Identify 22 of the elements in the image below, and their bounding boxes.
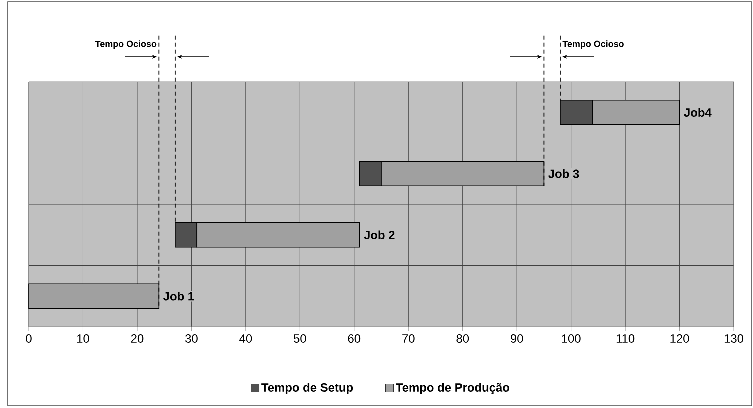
ref-line-label: Tempo Ocioso: [95, 40, 157, 50]
x-tick-label: 10: [77, 334, 90, 343]
legend-label: Tempo de Setup: [262, 383, 354, 394]
x-tick-label: 0: [26, 334, 32, 343]
x-tick-label: 50: [294, 334, 306, 343]
x-tick-label: 70: [402, 334, 415, 343]
x-tick-label: 130: [724, 334, 744, 343]
x-tick-label: 100: [562, 334, 581, 343]
annotation: Job 1: [164, 292, 194, 301]
x-tick-label: 30: [186, 334, 198, 343]
ref-line-label: Tempo Ocioso: [562, 40, 624, 50]
annotation: Job4: [684, 108, 712, 118]
x-tick-label: 20: [131, 334, 144, 343]
x-tick-label: 110: [616, 334, 635, 343]
annotation: Job 2: [364, 230, 395, 240]
annotation: Job 3: [548, 169, 580, 178]
x-tick-label: 120: [670, 334, 690, 343]
x-tick-label: 90: [511, 334, 524, 343]
x-tick-label: 40: [240, 334, 252, 343]
x-tick-label: 80: [456, 334, 470, 343]
x-tick-label: 60: [348, 334, 361, 343]
legend-label: Tempo de Produção: [396, 383, 510, 394]
